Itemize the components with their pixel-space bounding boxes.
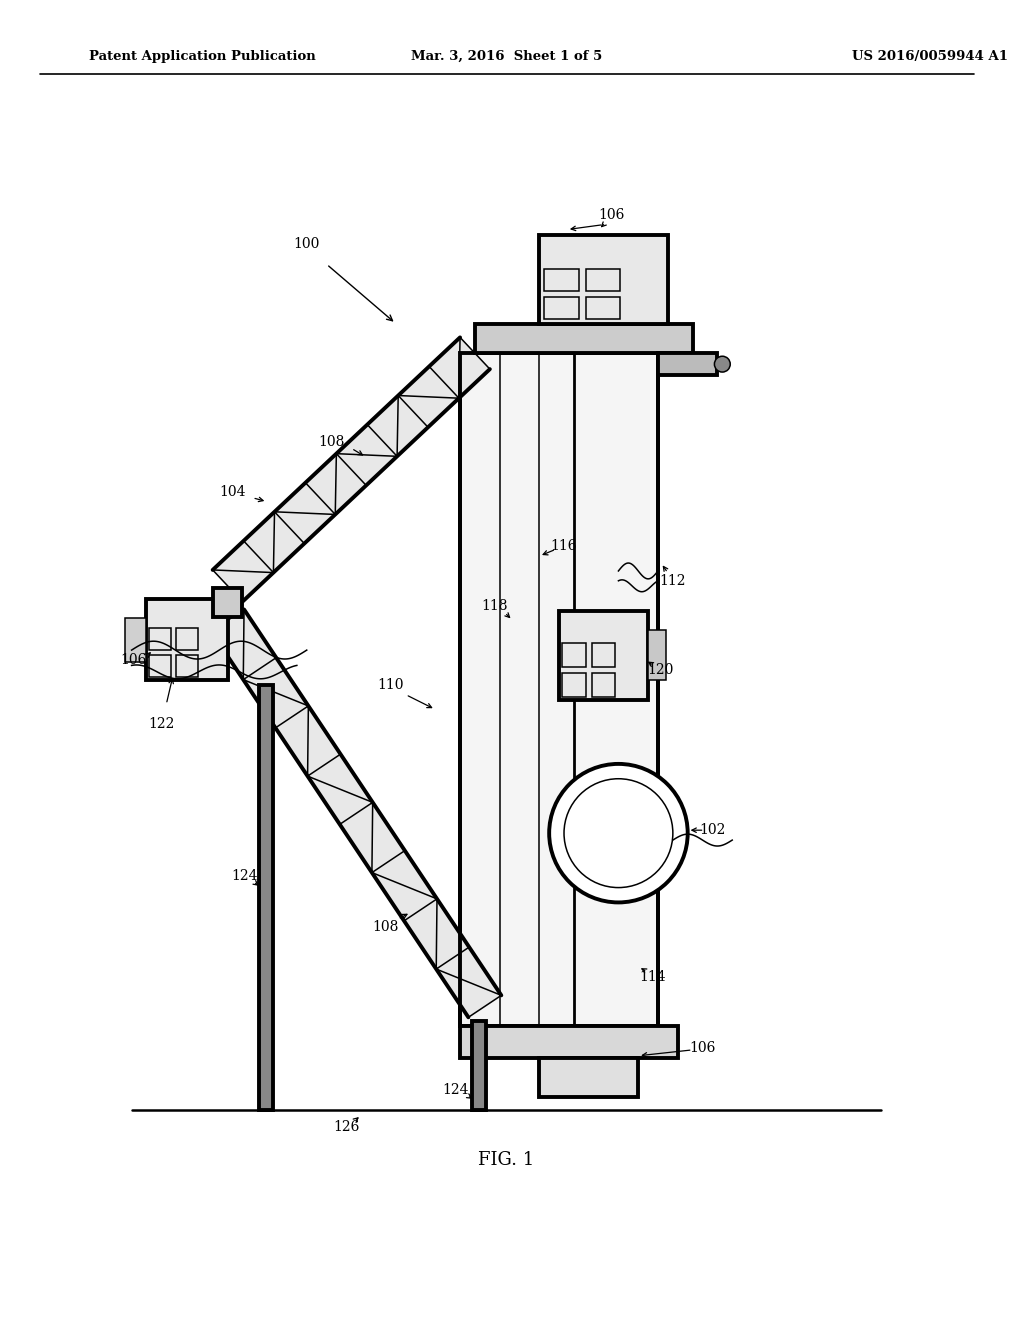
Polygon shape — [213, 338, 489, 602]
Bar — [460, 1026, 678, 1057]
Bar — [176, 655, 198, 677]
Text: US 2016/0059944 A1: US 2016/0059944 A1 — [852, 50, 1008, 63]
Bar — [540, 1057, 638, 1097]
Text: 106: 106 — [598, 207, 625, 222]
Bar — [125, 619, 146, 661]
Bar — [472, 1022, 485, 1110]
Bar — [648, 631, 666, 680]
Bar — [586, 297, 621, 318]
Text: 124: 124 — [442, 1084, 468, 1097]
Text: 106: 106 — [689, 1041, 716, 1055]
Text: 110: 110 — [378, 677, 404, 692]
Bar — [544, 269, 579, 290]
Bar — [562, 673, 586, 697]
Bar — [150, 628, 171, 651]
Bar — [150, 655, 171, 677]
Text: Mar. 3, 2016  Sheet 1 of 5: Mar. 3, 2016 Sheet 1 of 5 — [411, 50, 602, 63]
Text: 100: 100 — [294, 238, 319, 251]
Text: FIG. 1: FIG. 1 — [478, 1151, 535, 1168]
Text: 108: 108 — [373, 920, 399, 935]
Bar — [562, 643, 586, 667]
Text: 116: 116 — [551, 539, 578, 553]
Bar — [540, 235, 668, 323]
Circle shape — [564, 779, 673, 887]
Text: 104: 104 — [219, 484, 246, 499]
Text: 112: 112 — [659, 574, 686, 587]
Bar — [460, 354, 658, 1026]
Bar — [146, 599, 227, 680]
Bar — [544, 297, 579, 318]
Circle shape — [715, 356, 730, 372]
Text: 114: 114 — [640, 970, 667, 983]
Text: 124: 124 — [231, 869, 258, 883]
Bar — [475, 323, 692, 354]
Bar — [460, 354, 658, 1026]
Text: 106: 106 — [121, 653, 146, 667]
Text: 102: 102 — [699, 824, 726, 837]
Bar — [259, 685, 273, 1110]
Bar — [176, 628, 198, 651]
Text: 108: 108 — [318, 436, 345, 449]
Bar — [586, 269, 621, 290]
Text: 120: 120 — [648, 663, 674, 677]
Bar — [213, 587, 243, 618]
Text: Patent Application Publication: Patent Application Publication — [89, 50, 315, 63]
Bar — [658, 354, 718, 375]
Bar — [592, 673, 615, 697]
Text: 118: 118 — [481, 598, 508, 612]
Polygon shape — [211, 610, 502, 1018]
Bar — [559, 611, 648, 700]
Text: 126: 126 — [333, 1121, 359, 1134]
Circle shape — [549, 764, 688, 903]
Text: 122: 122 — [148, 717, 174, 731]
Bar — [592, 643, 615, 667]
